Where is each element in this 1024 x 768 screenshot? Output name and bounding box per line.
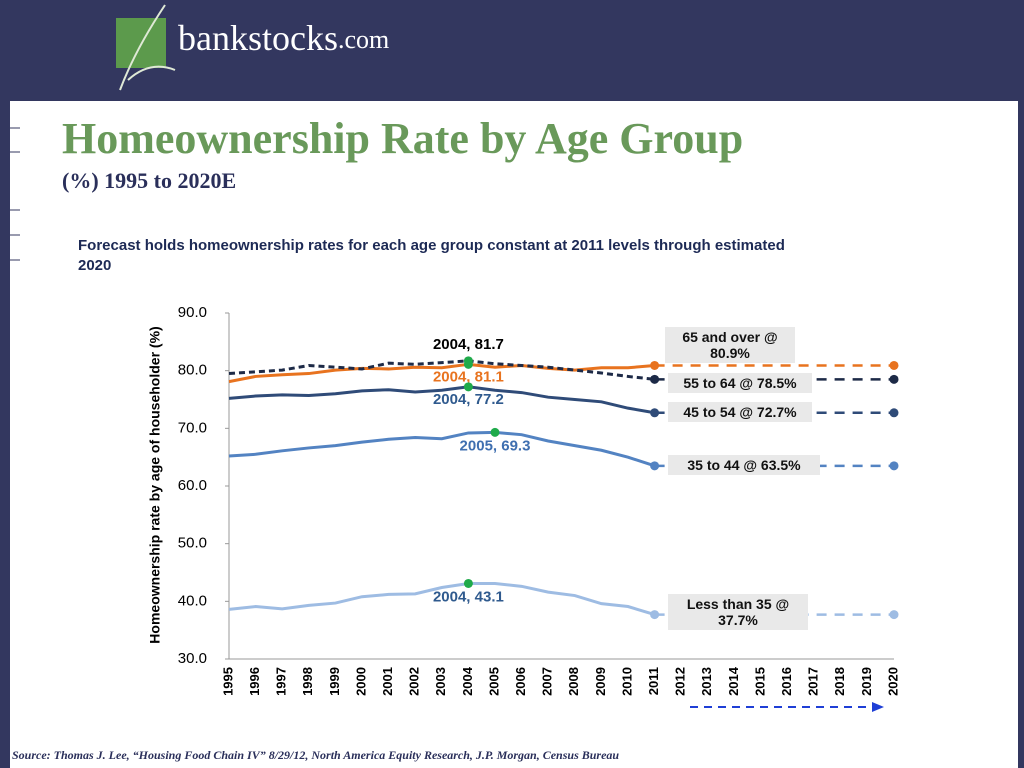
x-tick-label: 2013 [699, 667, 714, 696]
x-tick-label: 2010 [619, 667, 634, 696]
header-band [0, 0, 1024, 101]
series-label: Less than 35 @ 37.7% [668, 594, 808, 630]
x-tick-label: 2016 [779, 667, 794, 696]
x-tick-label: 2017 [806, 667, 821, 696]
y-tick-label: 30.0 [178, 650, 207, 667]
x-tick-label: 2004 [460, 666, 475, 696]
x-tick-label: 2007 [540, 667, 555, 696]
annotation: 2004, 81.1 [433, 368, 504, 385]
logo-text: bankstocks.com [178, 18, 389, 58]
x-tick-label: 1995 [220, 667, 235, 696]
end-marker [650, 374, 660, 384]
series-line [228, 362, 655, 384]
annotation-marker [463, 382, 473, 392]
x-tick-label: 1999 [327, 667, 342, 696]
end-marker [889, 461, 899, 471]
annotation: 2004, 77.2 [433, 391, 504, 408]
y-tick-label: 60.0 [178, 477, 207, 494]
end-marker [650, 408, 660, 418]
annotation-marker [463, 578, 473, 588]
x-tick-label: 2005 [486, 667, 501, 696]
source: Source: Thomas J. Lee, “Housing Food Cha… [12, 748, 619, 762]
annotation: 2004, 43.1 [433, 588, 504, 605]
series-line [228, 430, 656, 468]
y-axis-label: Homeownership rate by age of householder… [147, 326, 163, 643]
series-label: 35 to 44 @ 63.5% [668, 455, 820, 475]
series-label: 55 to 64 @ 78.5% [668, 373, 812, 393]
x-tick-label: 2011 [646, 667, 661, 695]
end-marker [650, 360, 660, 370]
x-tick-label: 2020 [885, 667, 900, 696]
x-tick-label: 2003 [433, 667, 448, 696]
x-tick-label: 2000 [353, 667, 368, 696]
left-band [0, 0, 10, 768]
y-tick-label: 70.0 [178, 419, 207, 436]
y-tick-label: 90.0 [178, 304, 207, 321]
end-marker [889, 374, 899, 384]
series-line [228, 581, 656, 617]
end-marker [889, 408, 899, 418]
y-tick-label: 40.0 [178, 592, 207, 609]
forecast-arrowhead [872, 702, 884, 712]
x-tick-label: 2015 [752, 667, 767, 696]
x-tick-label: 2001 [380, 667, 395, 696]
x-tick-label: 2014 [726, 666, 741, 696]
logo-stroke [119, 4, 176, 91]
end-marker [889, 610, 899, 620]
x-tick-label: 2008 [566, 667, 581, 696]
side-ticks [0, 127, 20, 261]
annotation-marker [463, 359, 473, 369]
series-line [228, 385, 655, 415]
series-line [228, 359, 655, 381]
x-tick-label: 1996 [247, 667, 262, 696]
x-tick-label: 2012 [673, 667, 688, 696]
right-band [1018, 101, 1024, 768]
x-tick-label: 2002 [407, 667, 422, 696]
annotation-marker [490, 427, 500, 437]
end-marker [889, 360, 899, 370]
y-tick-label: 50.0 [178, 535, 207, 552]
x-tick-label: 2009 [593, 667, 608, 696]
subtitle: (%) 1995 to 2020E [62, 168, 236, 193]
x-tick-label: 1998 [300, 667, 315, 696]
annotation: 2005, 69.3 [460, 437, 531, 454]
x-tick-label: 1997 [274, 667, 289, 696]
x-tick-label: 2006 [513, 667, 528, 696]
annotation: 2004, 81.7 [433, 336, 504, 353]
x-tick-label: 2019 [859, 667, 874, 696]
end-marker [650, 461, 660, 471]
y-tick-label: 80.0 [178, 362, 207, 379]
note: Forecast holds homeownership rates for e… [78, 237, 785, 274]
x-tick-label: 2018 [832, 667, 847, 696]
series-label: 45 to 54 @ 72.7% [668, 402, 812, 422]
series-label: 65 and over @ 80.9% [665, 327, 795, 363]
title: Homeownership Rate by Age Group [62, 114, 743, 163]
end-marker [650, 610, 660, 620]
